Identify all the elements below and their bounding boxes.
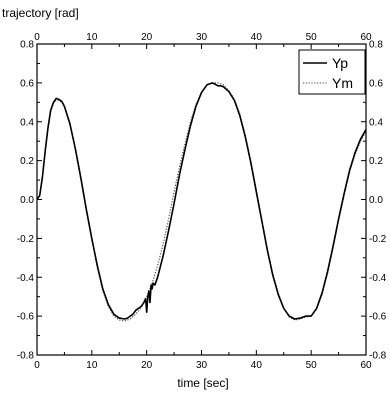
legend-box (298, 49, 366, 95)
y-tick-label-right-8: 0.8 (369, 40, 383, 51)
y-tick-label-left-2: -0.4 (17, 273, 35, 284)
y-tick-label-right-6: 0.4 (369, 117, 383, 128)
y-tick-label-left-1: -0.6 (17, 312, 35, 323)
series-line-Ym (36, 82, 367, 322)
x-axis-title: time [sec] (177, 376, 228, 390)
x-tick-label-top-4: 40 (251, 32, 263, 43)
y-tick-label-right-2: -0.4 (369, 273, 387, 284)
y-tick-label-left-6: 0.4 (20, 117, 34, 128)
x-tick-label-top-5: 50 (306, 32, 318, 43)
x-tick-label-top-3: 30 (196, 32, 208, 43)
y-tick-label-right-0: -0.8 (369, 351, 387, 362)
y-tick-label-right-1: -0.6 (369, 312, 387, 323)
x-tick-label-bottom-1: 10 (86, 360, 98, 371)
y-tick-label-left-7: 0.6 (20, 78, 34, 89)
y-tick-label-left-4: 0.0 (20, 195, 34, 206)
y-tick-label-left-0: -0.8 (17, 351, 35, 362)
y-tick-label-right-7: 0.6 (369, 78, 383, 89)
y-tick-label-left-8: 0.8 (20, 40, 34, 51)
x-tick-label-bottom-5: 50 (306, 360, 318, 371)
y-tick-label-right-3: -0.2 (369, 234, 387, 245)
x-tick-label-top-0: 0 (34, 32, 40, 43)
y-tick-label-left-3: -0.2 (17, 234, 35, 245)
x-tick-label-top-2: 20 (141, 32, 153, 43)
x-tick-label-top-1: 10 (86, 32, 98, 43)
y-axis-title: trajectory [rad] (2, 6, 79, 20)
series-line-Yp (36, 82, 367, 320)
x-tick-label-bottom-6: 60 (360, 360, 372, 371)
x-tick-label-bottom-0: 0 (34, 360, 40, 371)
y-tick-label-right-5: 0.2 (369, 156, 383, 167)
x-tick-label-bottom-2: 20 (141, 360, 153, 371)
x-tick-label-bottom-3: 30 (196, 360, 208, 371)
legend-label-Yp: Yp (332, 55, 348, 71)
x-tick-label-top-6: 60 (360, 32, 372, 43)
y-tick-label-left-5: 0.2 (20, 156, 34, 167)
legend-label-Ym: Ym (332, 75, 353, 91)
x-tick-label-bottom-4: 40 (251, 360, 263, 371)
y-tick-label-right-4: 0.0 (369, 195, 383, 206)
